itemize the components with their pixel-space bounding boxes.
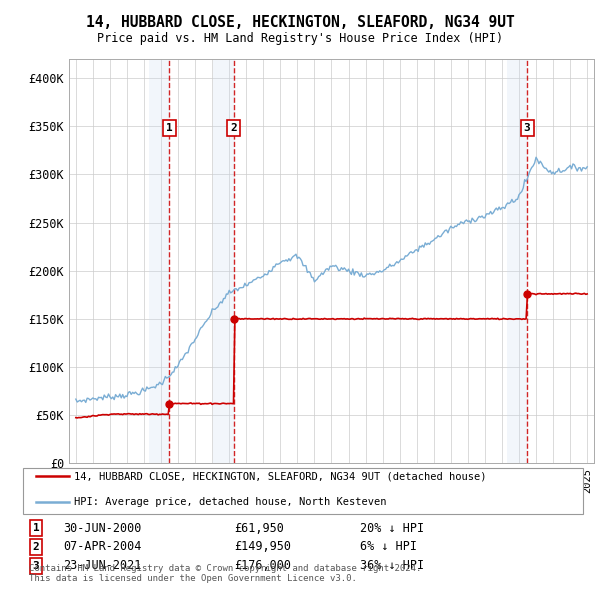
Text: 20% ↓ HPI: 20% ↓ HPI bbox=[360, 522, 424, 535]
Text: 07-APR-2004: 07-APR-2004 bbox=[63, 540, 142, 553]
Text: £149,950: £149,950 bbox=[234, 540, 291, 553]
Text: 3: 3 bbox=[32, 561, 40, 571]
Text: 14, HUBBARD CLOSE, HECKINGTON, SLEAFORD, NG34 9UT: 14, HUBBARD CLOSE, HECKINGTON, SLEAFORD,… bbox=[86, 15, 514, 30]
Text: 14, HUBBARD CLOSE, HECKINGTON, SLEAFORD, NG34 9UT (detached house): 14, HUBBARD CLOSE, HECKINGTON, SLEAFORD,… bbox=[74, 471, 487, 481]
Text: £61,950: £61,950 bbox=[234, 522, 284, 535]
Text: 1: 1 bbox=[32, 523, 40, 533]
Text: 6% ↓ HPI: 6% ↓ HPI bbox=[360, 540, 417, 553]
Text: 3: 3 bbox=[524, 123, 530, 133]
Text: Price paid vs. HM Land Registry's House Price Index (HPI): Price paid vs. HM Land Registry's House … bbox=[97, 32, 503, 45]
Bar bbox=[149, 59, 170, 463]
Text: 23-JUN-2021: 23-JUN-2021 bbox=[63, 559, 142, 572]
Bar bbox=[214, 59, 235, 463]
Text: 36% ↓ HPI: 36% ↓ HPI bbox=[360, 559, 424, 572]
Text: 2: 2 bbox=[32, 542, 40, 552]
Text: 1: 1 bbox=[166, 123, 173, 133]
Bar bbox=[506, 59, 528, 463]
Text: 2: 2 bbox=[230, 123, 237, 133]
Text: HPI: Average price, detached house, North Kesteven: HPI: Average price, detached house, Nort… bbox=[74, 497, 386, 507]
Text: £176,000: £176,000 bbox=[234, 559, 291, 572]
Text: 30-JUN-2000: 30-JUN-2000 bbox=[63, 522, 142, 535]
Text: Contains HM Land Registry data © Crown copyright and database right 2024.
This d: Contains HM Land Registry data © Crown c… bbox=[29, 563, 421, 583]
